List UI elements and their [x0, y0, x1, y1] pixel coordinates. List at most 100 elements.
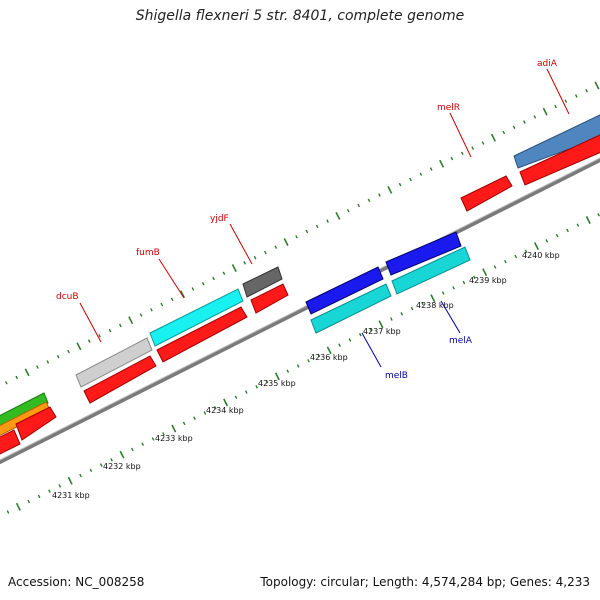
gene-melR[interactable]: [460, 175, 513, 212]
scale-label: 4237 kbp: [363, 327, 401, 336]
minor-tick: [421, 301, 424, 306]
minor-tick: [307, 359, 310, 363]
minor-tick: [452, 286, 455, 290]
minor-tick: [296, 364, 300, 368]
minor-tick: [182, 421, 186, 426]
outer-tick-track: [4, 81, 600, 385]
accession-label: Accession: NC_008258: [8, 575, 145, 589]
scale-label: 4238 kbp: [416, 301, 454, 310]
major-tick: [335, 212, 341, 220]
minor-tick: [234, 395, 238, 400]
minor-tick: [574, 94, 578, 98]
minor-tick: [48, 489, 51, 493]
gene-label-adiA[interactable]: adiA: [537, 59, 558, 69]
minor-tick: [274, 245, 278, 249]
minor-tick: [160, 302, 164, 307]
minor-tick: [201, 281, 205, 286]
minor-tick: [15, 375, 19, 380]
scale-label: 4231 kbp: [52, 491, 90, 500]
minor-tick: [305, 229, 309, 234]
minor-tick: [264, 250, 267, 255]
gene-fumB[interactable]: [149, 288, 244, 347]
scale-label: 4240 kbp: [522, 251, 560, 260]
major-tick: [15, 502, 21, 511]
genome-backbone: [0, 157, 600, 465]
minor-tick: [222, 271, 226, 276]
minor-tick: [58, 484, 62, 488]
minor-tick: [472, 275, 476, 280]
gene-arrow-red[interactable]: [83, 355, 157, 404]
minor-tick: [504, 259, 507, 264]
scale-label: 4232 kbp: [103, 462, 141, 471]
major-tick: [231, 264, 237, 272]
minor-tick: [4, 381, 8, 385]
gene-label-melA[interactable]: melA: [449, 336, 473, 346]
minor-tick: [419, 172, 423, 176]
minor-tick: [317, 353, 321, 358]
gene-melB[interactable]: [310, 283, 392, 334]
gene-dcuB[interactable]: [75, 337, 153, 388]
gene-yjdF[interactable]: [242, 266, 283, 298]
gene-adiA[interactable]: [513, 114, 600, 169]
minor-tick: [315, 224, 319, 229]
gene-label-dcuB[interactable]: dcuB: [56, 292, 79, 302]
leader-line: [229, 223, 253, 265]
minor-tick: [585, 88, 589, 93]
major-tick: [179, 290, 186, 299]
leader-line: [361, 332, 382, 368]
minor-tick: [108, 328, 112, 333]
major-tick: [119, 450, 125, 459]
minor-tick: [110, 458, 113, 462]
minor-tick: [514, 254, 518, 259]
scale-labels: 4231 kbp 4232 kbp 4233 kbp 4234 kbp 4235…: [52, 251, 560, 500]
major-tick: [67, 476, 73, 485]
minor-tick: [150, 308, 153, 312]
gene-arrow-red[interactable]: [250, 283, 289, 314]
major-tick: [585, 216, 591, 224]
minor-tick: [139, 313, 143, 317]
gene-label-fumB[interactable]: fumB: [136, 248, 160, 258]
leader-line: [158, 258, 185, 299]
gene-label-melB[interactable]: melB: [385, 371, 408, 381]
inner-tick-track: [6, 212, 600, 514]
minor-tick: [99, 463, 103, 467]
minor-tick: [67, 349, 70, 354]
gene-arrow-blue[interactable]: [305, 266, 384, 315]
minor-tick: [493, 265, 497, 269]
minor-tick: [243, 261, 247, 265]
major-tick: [128, 316, 134, 325]
major-tick: [533, 242, 540, 250]
minor-tick: [533, 115, 537, 119]
minor-tick: [170, 297, 174, 302]
gene-arrow-red[interactable]: [15, 406, 57, 441]
gene-arrow-red[interactable]: [519, 134, 600, 186]
major-tick: [171, 424, 177, 433]
gene-melA[interactable]: [391, 246, 471, 295]
minor-tick: [555, 233, 559, 238]
minor-tick: [369, 327, 373, 332]
minor-tick: [348, 338, 352, 342]
genome-summary: Topology: circular; Length: 4,574,284 bp…: [260, 575, 590, 589]
gene-arrow-red[interactable]: [0, 429, 21, 455]
minor-tick: [36, 365, 39, 369]
leader-line: [546, 68, 570, 115]
minor-tick: [191, 287, 195, 291]
gene-arrow-blue[interactable]: [385, 231, 462, 276]
minor-tick: [390, 317, 393, 321]
gene-arrow-red[interactable]: [156, 306, 248, 363]
minor-tick: [471, 146, 475, 150]
minor-tick: [6, 510, 10, 514]
gene-label-yjdF[interactable]: yjdF: [210, 214, 229, 224]
leader-line: [440, 300, 461, 334]
minor-tick: [462, 280, 466, 285]
minor-tick: [429, 167, 433, 171]
gene-labels: dcuB fumB yjdF melR adiA melB melA: [56, 59, 570, 381]
minor-tick: [524, 249, 528, 254]
reverse-strand-genes: [305, 231, 471, 334]
major-tick: [76, 342, 82, 351]
major-tick: [274, 372, 280, 381]
gene-label-melR[interactable]: melR: [437, 103, 460, 113]
genome-backbone-highlight: [0, 157, 600, 461]
minor-tick: [286, 369, 290, 373]
